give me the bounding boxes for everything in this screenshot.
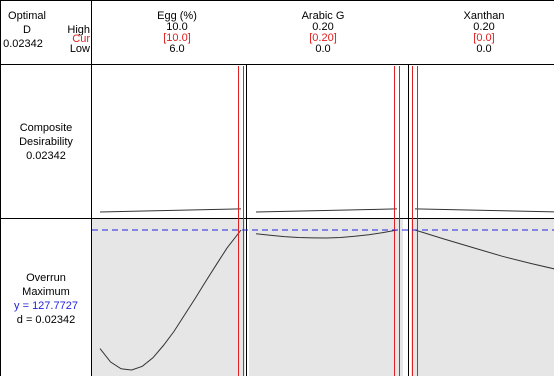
d-value: 0.02342 [3, 38, 43, 50]
optimal-d-block: Optimal D 0.02342 High Cur Low [3, 10, 90, 55]
factor-name: Egg (%) [157, 10, 197, 22]
factor-current: [0.0] [473, 32, 494, 44]
optimal-label: Optimal [8, 10, 46, 22]
composite-desirability-label: Composite Desirability 0.02342 [19, 122, 73, 162]
response-panel-bg-1 [92, 218, 245, 376]
curve-layer [99, 208, 554, 371]
factor-high: 0.20 [473, 21, 494, 33]
factor-name: Arabic G [302, 10, 345, 22]
factor-current: [0.20] [309, 32, 337, 44]
response-panel-bg-2 [249, 218, 403, 376]
factor-high: 10.0 [166, 21, 187, 33]
high-label: High [67, 24, 90, 36]
cur-label: Cur [72, 33, 90, 45]
composite-line-2: Desirability [19, 136, 73, 148]
factor-low: 6.0 [169, 43, 184, 55]
factor-header-xanthan: Xanthan 0.20 [0.0] 0.0 [464, 10, 505, 55]
response-panel-backgrounds [92, 218, 554, 376]
reference-line-layer [92, 66, 554, 376]
overrun-line-1: Overrun [26, 272, 66, 284]
composite-line-1: Composite [20, 122, 73, 134]
low-label: Low [70, 43, 90, 55]
overrun-y-value: y = 127.7727 [14, 300, 78, 312]
overrun-line-2: Maximum [22, 286, 70, 298]
factor-low: 0.0 [476, 43, 491, 55]
factor-header-arabic-g: Arabic G 0.20 [0.20] 0.0 [302, 10, 345, 55]
d-label: D [23, 24, 31, 36]
overrun-d-value: d = 0.02342 [17, 314, 75, 326]
desirability-line-2 [255, 208, 398, 213]
response-curve-1 [99, 229, 242, 371]
desirability-line-1 [99, 208, 242, 213]
desirability-line-3 [414, 208, 554, 213]
response-curve-2 [255, 229, 398, 239]
composite-value: 0.02342 [26, 150, 66, 162]
factor-high: 0.20 [312, 21, 333, 33]
factor-header-egg: Egg (%) 10.0 [10.0] 6.0 [157, 10, 197, 55]
overrun-label: Overrun Maximum y = 127.7727 d = 0.02342 [14, 272, 78, 326]
response-curve-3 [414, 229, 554, 270]
factor-low: 0.0 [315, 43, 330, 55]
factor-current: [10.0] [163, 32, 191, 44]
response-panel-bg-3 [411, 218, 554, 376]
factor-name: Xanthan [464, 10, 505, 22]
